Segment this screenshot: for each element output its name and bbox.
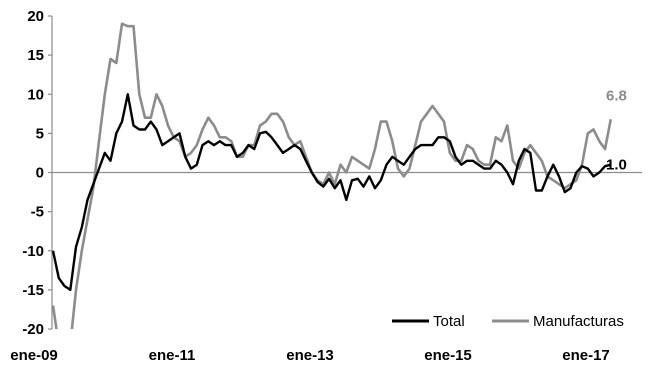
y-tick-label: -10 [22, 243, 44, 260]
y-tick-label: 20 [27, 8, 44, 25]
y-tick-label: -15 [22, 282, 44, 299]
legend: Total Manufacturas [392, 313, 624, 330]
end-value-label-manufacturas: 6.8 [606, 87, 627, 104]
legend-label-total: Total [433, 313, 465, 330]
x-tick-label: ene-13 [286, 347, 334, 364]
y-tick-label: 10 [27, 86, 44, 103]
end-labels: 6.8 1.0 [606, 87, 627, 173]
plot-area [52, 22, 613, 329]
y-tick-label: -20 [22, 321, 44, 338]
y-tick-label: 5 [36, 125, 44, 142]
y-tick-label: 15 [27, 47, 44, 64]
series-line-total [52, 93, 612, 292]
x-tick-label: ene-17 [562, 347, 610, 364]
legend-label-manufacturas: Manufacturas [533, 313, 624, 330]
end-value-label-total: 1.0 [606, 157, 627, 174]
x-axis: ene-09 ene-11 ene-13 ene-15 ene-17 [10, 171, 642, 364]
y-tick-label: 0 [36, 165, 44, 182]
x-tick-label: ene-11 [149, 347, 196, 364]
y-axis: 20 15 10 5 0 -5 -10 -15 -20 [22, 8, 53, 338]
y-tick-label: -5 [31, 204, 44, 221]
x-tick-label: ene-15 [424, 347, 472, 364]
x-tick-label: ene-09 [10, 347, 58, 364]
